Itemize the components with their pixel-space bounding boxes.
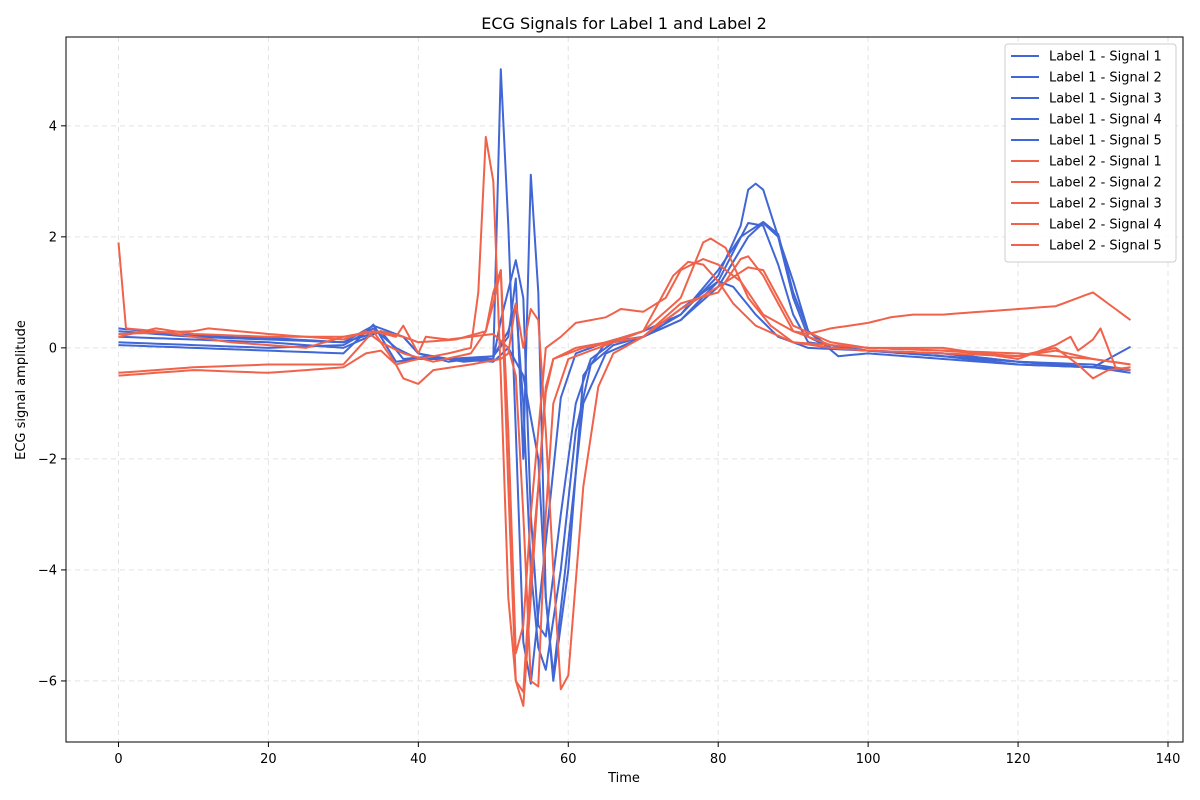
y-tick-label: 2 bbox=[49, 230, 57, 245]
series-line-label2-4 bbox=[118, 266, 1131, 688]
legend-box bbox=[1004, 43, 1177, 263]
series-line-label1-4 bbox=[118, 220, 1131, 671]
legend-entry: Label 1 - Signal 4 bbox=[1049, 113, 1162, 128]
series-line-label1-3 bbox=[118, 173, 1131, 677]
y-tick-label: −4 bbox=[38, 563, 57, 578]
x-tick-label: 120 bbox=[1006, 752, 1031, 767]
legend-entry: Label 2 - Signal 3 bbox=[1049, 197, 1162, 212]
axes-frame bbox=[65, 36, 1184, 743]
series-line-label2-2 bbox=[118, 237, 1131, 707]
legend-entry: Label 2 - Signal 4 bbox=[1049, 218, 1162, 233]
series-line-label2-5 bbox=[118, 258, 1132, 655]
y-tick-label: 0 bbox=[49, 341, 57, 356]
legend: Label 1 - Signal 1 Label 1 - Signal 2 Labe… bbox=[1004, 43, 1177, 263]
x-axis-label: Time bbox=[607, 771, 640, 786]
y-tick-label: −6 bbox=[38, 674, 57, 689]
y-axis-ticks: −6 −4 −2 0 2 4 bbox=[38, 119, 66, 689]
y-axis-label: ECG signal amplitude bbox=[14, 320, 29, 460]
x-axis-ticks: 0 20 40 60 80 100 120 140 bbox=[114, 742, 1180, 767]
legend-entry: Label 1 - Signal 3 bbox=[1049, 92, 1162, 107]
y-tick-label: −2 bbox=[38, 452, 57, 467]
series-line-label2-3 bbox=[118, 255, 1131, 691]
legend-entry: Label 1 - Signal 5 bbox=[1049, 134, 1162, 149]
legend-entry: Label 2 - Signal 1 bbox=[1049, 155, 1162, 170]
x-tick-label: 0 bbox=[114, 752, 122, 767]
x-tick-label: 60 bbox=[560, 752, 577, 767]
x-tick-label: 80 bbox=[710, 752, 727, 767]
x-tick-label: 100 bbox=[856, 752, 881, 767]
x-tick-label: 20 bbox=[260, 752, 277, 767]
legend-entry: Label 1 - Signal 1 bbox=[1049, 50, 1162, 65]
chart-title: ECG Signals for Label 1 and Label 2 bbox=[481, 14, 767, 33]
x-tick-label: 140 bbox=[1156, 752, 1181, 767]
legend-entry: Label 2 - Signal 2 bbox=[1049, 176, 1162, 191]
y-tick-label: 4 bbox=[49, 119, 57, 134]
legend-entry: Label 2 - Signal 5 bbox=[1049, 239, 1162, 254]
x-tick-label: 40 bbox=[410, 752, 427, 767]
legend-entry: Label 1 - Signal 2 bbox=[1049, 71, 1162, 86]
series-group bbox=[117, 68, 1132, 707]
